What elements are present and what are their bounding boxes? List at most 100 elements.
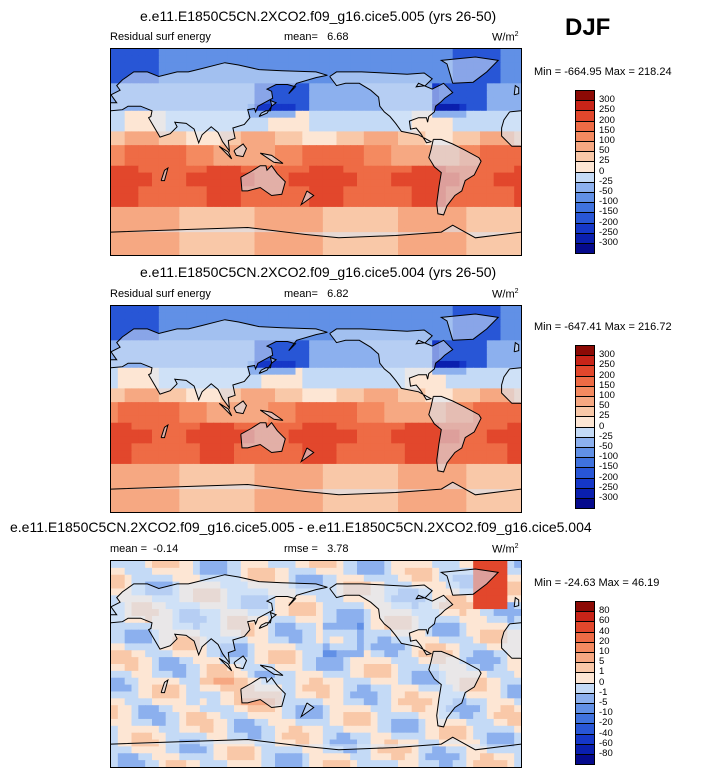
map-cell [377,165,385,174]
map-cell [343,55,351,64]
map-cell [227,220,235,229]
map-cell [343,306,351,314]
map-cell [507,470,515,479]
map-cell [486,677,495,686]
colorbar-tick-label: 50 [599,400,610,412]
map-cell [363,367,372,376]
map-cell [288,415,297,424]
map-cell [404,172,413,181]
map-cell [336,354,344,362]
map-cell [199,470,208,479]
map-cell [425,186,433,194]
map-cell [124,581,133,590]
map-cell [500,498,508,506]
map-cell [240,206,249,215]
map-cell [254,698,262,706]
map-cell [131,491,139,499]
map-cell [309,165,317,174]
map-cell [206,381,215,389]
map-cell [445,83,454,91]
map-cell [206,657,215,665]
map-cell [227,429,235,438]
map-cell [288,206,297,215]
map-cell [411,145,420,153]
map-cell [493,354,502,362]
map-cell [281,650,290,658]
map-cell [254,561,262,569]
map-cell [316,333,324,341]
map-cell [466,636,474,644]
map-cell [507,463,515,472]
map-cell [206,186,215,194]
map-cell [493,463,502,472]
map-cell [309,206,317,215]
map-cell [500,457,508,465]
map-cell [336,145,344,153]
map-cell [145,374,153,383]
map-cell [514,319,521,328]
map-cell [158,152,167,160]
map-cell [500,450,508,458]
map-cell [336,110,344,119]
map-cell [281,574,290,583]
map-cell [275,491,283,499]
map-cell [391,312,399,321]
map-cell [220,670,228,679]
map-cell [336,463,344,472]
map-cell [131,691,139,699]
map-cell [370,200,379,208]
map-cell [432,312,440,321]
map-cell [404,567,413,576]
map-cell [145,145,153,153]
map-cell [186,213,194,222]
map-cell [404,319,413,328]
map-cell [507,698,515,706]
map-cell [398,574,406,583]
map-cell [500,179,508,187]
map-cell [152,463,160,472]
map-cell [275,248,283,255]
map-cell [302,561,310,569]
panel2-minmax: Min = -647.41 Max = 216.72 [534,321,672,333]
map-cell [404,241,413,249]
map-cell [391,470,399,479]
map-cell [117,241,126,249]
map-cell [500,574,508,583]
map-cell [370,698,379,706]
map-cell [275,312,283,321]
map-cell [152,561,160,569]
map-cell [213,165,221,174]
map-cell [486,241,495,249]
map-cell [124,636,133,644]
map-cell [261,491,269,499]
map-cell [432,227,440,235]
map-cell [514,241,521,249]
map-cell [295,97,303,105]
map-cell [281,429,290,438]
map-cell [275,83,283,91]
map-cell [199,248,208,255]
map-cell [288,463,297,472]
map-cell [124,443,133,451]
map-cell [473,470,481,479]
map-cell [336,602,344,610]
map-cell [391,429,399,438]
map-cell [117,165,126,174]
map-cell [254,200,262,208]
map-cell [493,429,502,438]
map-cell [336,664,344,672]
map-cell [240,463,249,472]
map-cell [158,69,167,78]
map-cell [220,450,228,458]
map-cell [336,629,344,638]
map-cell [124,463,133,472]
map-cell [493,76,502,84]
map-cell [493,567,502,576]
map-cell [234,705,242,713]
map-cell [165,705,174,713]
map-cell [370,381,379,389]
map-cell [500,402,508,410]
map-cell [240,650,249,658]
map-cell [213,206,221,215]
map-cell [493,306,502,314]
